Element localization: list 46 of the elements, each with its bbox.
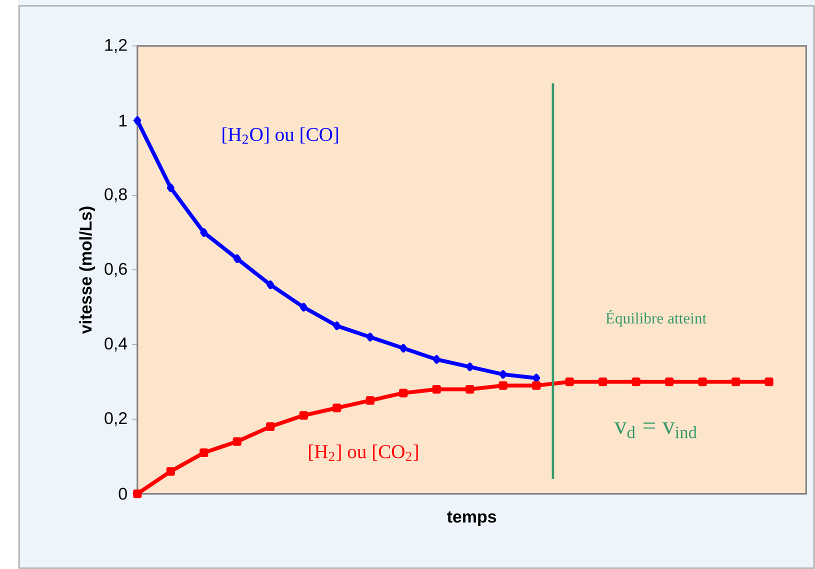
point — [233, 254, 241, 263]
point — [366, 396, 374, 405]
point — [432, 384, 441, 394]
point — [200, 228, 208, 237]
point — [498, 381, 508, 390]
point — [166, 467, 175, 476]
y-tick-label: 0,4 — [104, 337, 128, 352]
point — [698, 377, 707, 386]
y-tick-label: 0,6 — [104, 262, 127, 277]
point — [665, 377, 674, 386]
point — [399, 388, 408, 398]
point — [133, 489, 142, 498]
y-axis-title: vitesse (mol/Ls) — [79, 206, 96, 334]
point — [499, 370, 507, 379]
point — [366, 332, 374, 342]
point — [466, 384, 474, 394]
point — [299, 411, 308, 420]
point — [300, 302, 308, 312]
y-tick-label: 1,2 — [105, 38, 127, 53]
point — [598, 377, 608, 386]
point — [332, 404, 342, 412]
point — [134, 116, 142, 125]
point — [532, 381, 541, 390]
y-tick-label: 0,8 — [104, 188, 127, 202]
y-tick-label: 1 — [119, 114, 127, 126]
point — [400, 344, 408, 353]
point — [333, 322, 341, 330]
point — [232, 437, 242, 446]
point — [200, 448, 208, 458]
point — [764, 377, 774, 386]
point — [166, 183, 174, 192]
x-axis-title: temps — [447, 511, 496, 526]
point — [565, 377, 574, 386]
y-tick-label: 0,2 — [104, 412, 127, 426]
annotation: Équilibre atteint — [606, 310, 707, 327]
point — [432, 355, 440, 364]
annotation: v$_{d}$ = v$_{ind}$ — [614, 422, 697, 438]
point — [466, 362, 474, 372]
y-tick-label: 0 — [118, 488, 127, 500]
series-label: [H$_{2}$] ou [CO$_{2}$] — [309, 444, 418, 461]
point — [632, 377, 640, 386]
text: [H$_{2}$O] ou [CO] — [222, 127, 338, 144]
point — [732, 377, 740, 386]
point — [266, 280, 274, 290]
point — [532, 374, 540, 382]
point — [266, 422, 275, 431]
